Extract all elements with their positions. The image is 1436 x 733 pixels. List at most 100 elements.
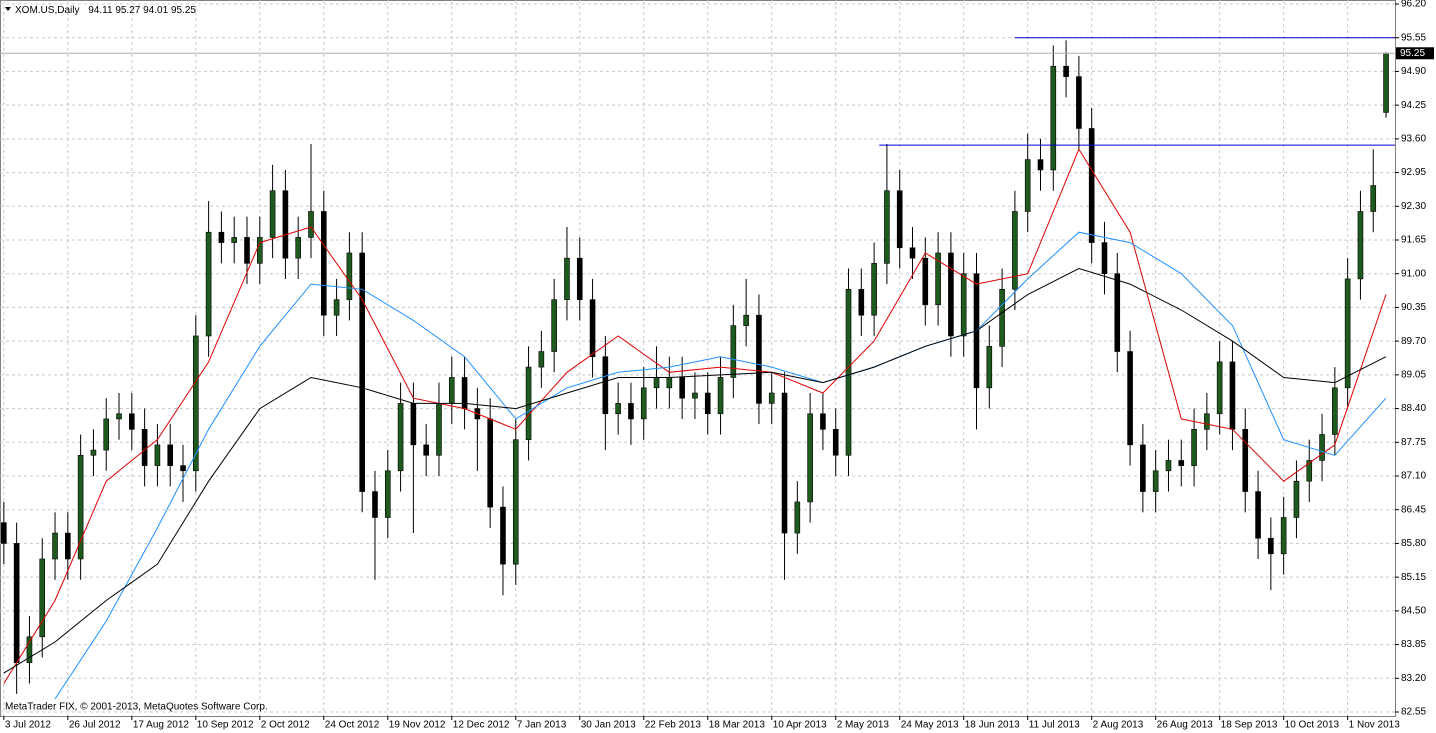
candle-body bbox=[1191, 429, 1197, 466]
x-tick-label: 22 Feb 2013 bbox=[645, 720, 702, 731]
candle-body bbox=[1370, 185, 1377, 212]
marks bbox=[0, 37, 1395, 700]
candle-body bbox=[1165, 460, 1172, 472]
candle-body bbox=[1332, 387, 1338, 435]
candle-body bbox=[896, 190, 903, 249]
candle-body bbox=[704, 392, 711, 415]
candle-body bbox=[1280, 517, 1287, 555]
x-tick-label: 18 Jun 2013 bbox=[965, 720, 1020, 731]
candle-body bbox=[871, 263, 877, 316]
candle-body bbox=[1114, 273, 1121, 352]
candle-body bbox=[1293, 480, 1300, 518]
y-tick-label: 88.40 bbox=[1401, 403, 1426, 414]
last-price-box bbox=[1396, 47, 1434, 60]
x-tick-label: 24 Oct 2012 bbox=[325, 720, 380, 731]
candle-body bbox=[1140, 444, 1146, 492]
footer: MetaTrader FIX, © 2001-2013, MetaQuotes … bbox=[5, 702, 268, 713]
candle-body bbox=[1229, 361, 1236, 430]
candle-body bbox=[1, 522, 7, 544]
candle-body bbox=[154, 444, 161, 466]
candle-body bbox=[1255, 491, 1261, 539]
candle-body bbox=[372, 491, 378, 518]
candle-body bbox=[308, 211, 314, 238]
candle-body bbox=[384, 470, 391, 518]
candle-body bbox=[129, 413, 135, 430]
candle-body bbox=[1242, 429, 1249, 492]
candle-body bbox=[909, 247, 916, 259]
y-tick-label: 89.70 bbox=[1401, 336, 1426, 347]
candle-body bbox=[730, 325, 737, 378]
candle-body bbox=[768, 392, 775, 404]
y-tick-label: 85.80 bbox=[1401, 538, 1426, 549]
candle-body bbox=[359, 252, 365, 492]
y-tick-label: 95.55 bbox=[1401, 32, 1426, 43]
candle-body bbox=[935, 252, 941, 306]
candle-body bbox=[500, 506, 506, 565]
y-tick-label: 96.20 bbox=[1401, 0, 1426, 10]
candle-body bbox=[1357, 211, 1364, 280]
candle-body bbox=[858, 288, 865, 316]
candle-body bbox=[615, 403, 621, 415]
x-tick-label: 24 May 2013 bbox=[901, 720, 959, 731]
candle-body bbox=[1178, 460, 1185, 466]
candle-body bbox=[1088, 128, 1095, 243]
moving-average bbox=[54, 231, 1387, 700]
candle-body bbox=[13, 543, 20, 664]
candle-body bbox=[1268, 537, 1274, 555]
candle-body bbox=[794, 501, 801, 534]
candle-body bbox=[269, 190, 276, 238]
x-tick-label: 3 Jul 2012 bbox=[5, 720, 52, 731]
x-tick-label: 2 May 2013 bbox=[837, 720, 890, 731]
y-tick-label: 87.10 bbox=[1401, 471, 1426, 482]
candle-body bbox=[922, 257, 929, 306]
candle-body bbox=[525, 366, 532, 440]
candle-body bbox=[1024, 159, 1031, 212]
candle-body bbox=[1344, 278, 1351, 389]
candle-body bbox=[1306, 460, 1313, 482]
y-tick-label: 86.45 bbox=[1401, 504, 1426, 515]
candle-body bbox=[65, 532, 71, 560]
plot-frame bbox=[0, 0, 1396, 717]
candle-body bbox=[1012, 211, 1018, 290]
y-tick-label: 94.90 bbox=[1401, 66, 1426, 77]
candle-body bbox=[141, 429, 148, 466]
x-tick-label: 7 Jan 2013 bbox=[517, 720, 567, 731]
candle-body bbox=[756, 314, 762, 404]
candle-body bbox=[282, 190, 289, 259]
candle-body bbox=[820, 413, 826, 430]
candle-body bbox=[167, 444, 174, 466]
candle-body bbox=[564, 257, 570, 300]
candle-body bbox=[628, 403, 634, 420]
candle-body bbox=[576, 257, 583, 300]
x-tick-label: 18 Sep 2013 bbox=[1221, 720, 1278, 731]
candle-body bbox=[218, 231, 225, 243]
candle-body bbox=[1037, 159, 1044, 171]
x-tick-label: 17 Aug 2012 bbox=[133, 720, 190, 731]
y-tick-label: 92.30 bbox=[1401, 201, 1426, 212]
candle-body bbox=[90, 449, 97, 456]
candle-body bbox=[1383, 52, 1389, 113]
y-tick-label: 92.95 bbox=[1401, 167, 1426, 178]
candle-body bbox=[717, 377, 724, 415]
candle-body bbox=[487, 418, 493, 508]
candle-body bbox=[1127, 351, 1133, 446]
candle-body bbox=[103, 418, 110, 451]
candle-body bbox=[986, 346, 993, 389]
x-tick-label: 12 Dec 2012 bbox=[453, 720, 510, 731]
candle-body bbox=[26, 636, 33, 664]
x-tick-label: 10 Oct 2013 bbox=[1285, 720, 1340, 731]
y-tick-label: 87.75 bbox=[1401, 437, 1426, 448]
candle-body bbox=[257, 237, 263, 264]
candle-body bbox=[423, 444, 429, 456]
candle-body bbox=[193, 335, 199, 472]
candle-body bbox=[116, 413, 122, 420]
y-tick-label: 94.25 bbox=[1401, 100, 1426, 111]
menu-icon[interactable] bbox=[5, 7, 11, 11]
chart-title: XOM.US,Daily bbox=[15, 5, 79, 16]
candle-body bbox=[960, 273, 967, 337]
candle-body bbox=[244, 237, 250, 264]
candle-body bbox=[436, 403, 442, 456]
grid bbox=[0, 0, 1395, 716]
